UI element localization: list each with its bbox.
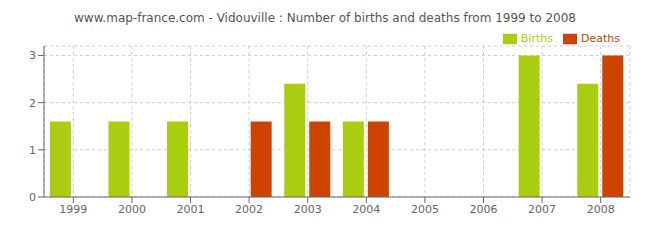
html-text:Births: Births — [520, 32, 553, 45]
svg-text:2002: 2002 — [235, 203, 263, 216]
svg-text:2007: 2007 — [528, 203, 556, 216]
svg-text:2: 2 — [29, 97, 36, 110]
svg-text:1: 1 — [29, 144, 36, 157]
svg-text:3: 3 — [29, 49, 36, 62]
svg-text:2006: 2006 — [470, 203, 498, 216]
html-text:www.map-france.com - Vidouvill: www.map-france.com - Vidouville : Number… — [74, 11, 576, 25]
svg-text:2001: 2001 — [177, 203, 205, 216]
svg-text:2005: 2005 — [411, 203, 439, 216]
svg-text:0: 0 — [29, 191, 36, 204]
html-text:Deaths: Deaths — [581, 32, 620, 45]
svg-text:2000: 2000 — [118, 203, 146, 216]
svg-text:2003: 2003 — [294, 203, 322, 216]
svg-text:2004: 2004 — [352, 203, 380, 216]
svg-text:1999: 1999 — [59, 203, 87, 216]
svg-text:2008: 2008 — [587, 203, 615, 216]
